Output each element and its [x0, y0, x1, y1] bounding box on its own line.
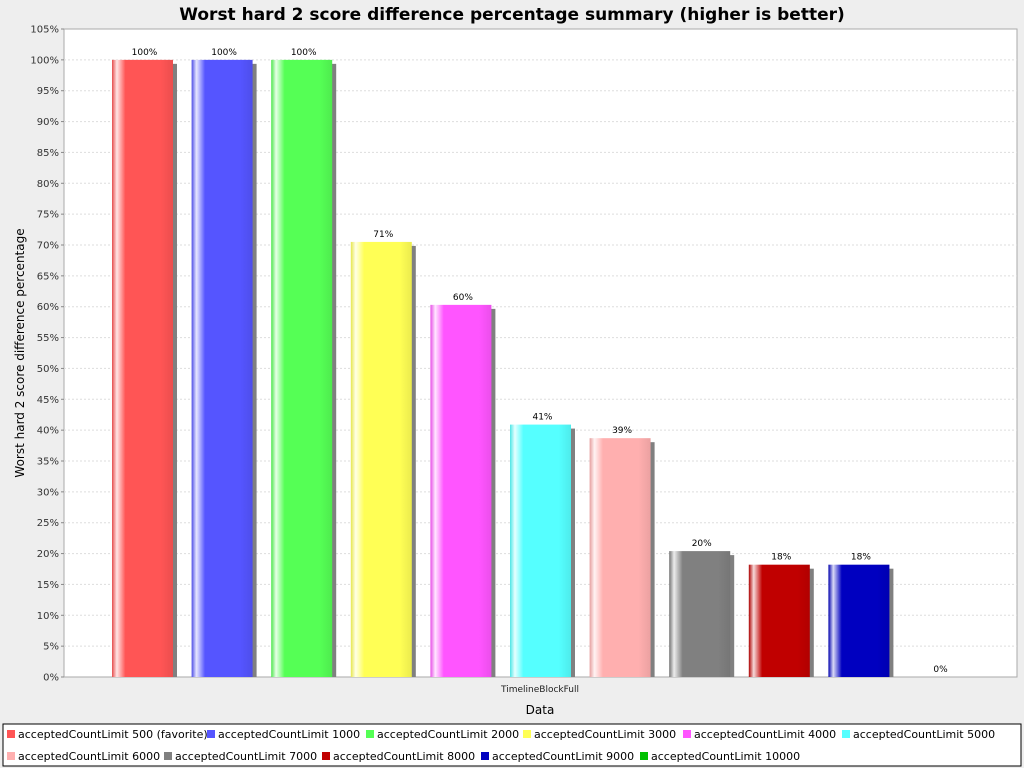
bar-value-label: 100% [291, 48, 317, 58]
y-tick-label: 10% [37, 611, 59, 622]
bar [430, 304, 492, 677]
legend-label: acceptedCountLimit 7000 [175, 750, 317, 763]
legend-swatch [207, 730, 215, 738]
y-tick-label: 35% [37, 457, 59, 468]
y-tick-label: 55% [37, 333, 59, 344]
y-tick-label: 40% [37, 426, 59, 437]
legend-swatch [7, 752, 15, 760]
y-tick-label: 65% [37, 271, 59, 282]
bar [828, 564, 890, 677]
x-category-label: TimelineBlockFull [500, 685, 579, 695]
bars [112, 59, 894, 678]
y-tick-label: 25% [37, 518, 59, 529]
legend-swatch [842, 730, 850, 738]
legend: acceptedCountLimit 500 (favorite) accepte… [2, 723, 1022, 767]
legend-label: acceptedCountLimit 5000 [853, 728, 995, 741]
bar [191, 59, 253, 678]
legend-label: acceptedCountLimit 10000 [651, 750, 800, 763]
bar-value-label: 100% [132, 48, 158, 58]
y-axis-label: Worst hard 2 score difference percentage [13, 228, 27, 477]
bar-value-label: 39% [612, 426, 632, 436]
y-tick-label: 15% [37, 580, 59, 591]
legend-label: acceptedCountLimit 9000 [492, 750, 634, 763]
x-axis-label: Data [526, 703, 555, 717]
y-tick-label: 50% [37, 364, 59, 375]
y-tick-label: 90% [37, 117, 59, 128]
legend-label: acceptedCountLimit 1000 [218, 728, 360, 741]
y-tick-label: 105% [30, 25, 59, 36]
y-tick-label: 30% [37, 487, 59, 498]
y-tick-label: 75% [37, 210, 59, 221]
y-tick-label: 0% [43, 673, 59, 684]
y-tick-label: 45% [37, 395, 59, 406]
legend-label: acceptedCountLimit 500 (favorite) [18, 728, 208, 741]
bar [669, 551, 731, 677]
chart-title: Worst hard 2 score difference percentage… [179, 5, 845, 25]
bar [271, 59, 333, 678]
legend-swatch [164, 752, 172, 760]
legend-swatch [481, 752, 489, 760]
y-tick-label: 70% [37, 241, 59, 252]
legend-label: acceptedCountLimit 3000 [534, 728, 676, 741]
y-tick-label: 5% [43, 642, 59, 653]
legend-swatch [523, 730, 531, 738]
legend-swatch [322, 752, 330, 760]
legend-swatch [7, 730, 15, 738]
y-axis-ticks: 0% 5% 10% 15% 20% 25% 30% 35% 40% 45% 50% 55% 60% 65%… [30, 25, 64, 684]
legend-swatch [366, 730, 374, 738]
y-tick-label: 80% [37, 179, 59, 190]
y-tick-label: 85% [37, 148, 59, 159]
y-tick-label: 95% [37, 86, 59, 97]
bar-value-label: 18% [771, 553, 791, 563]
bar-value-label: 41% [532, 413, 552, 423]
legend-label: acceptedCountLimit 6000 [18, 750, 160, 763]
bar-value-label: 18% [851, 553, 871, 563]
bar [589, 438, 651, 677]
bar-value-label: 100% [211, 48, 237, 58]
legend-label: acceptedCountLimit 2000 [377, 728, 519, 741]
y-tick-label: 20% [37, 549, 59, 560]
bar-value-label: 60% [453, 293, 473, 303]
bar-value-label: 71% [373, 230, 393, 240]
bar-value-label: 20% [692, 539, 712, 549]
legend-label: acceptedCountLimit 4000 [694, 728, 836, 741]
bar [112, 59, 173, 678]
y-tick-label: 60% [37, 302, 59, 313]
y-tick-label: 100% [30, 55, 59, 66]
bar [510, 424, 571, 677]
legend-box [2, 723, 1022, 767]
legend-label: acceptedCountLimit 8000 [333, 750, 475, 763]
bar-value-label: 0% [933, 665, 948, 675]
legend-swatch [640, 752, 648, 760]
bar [350, 241, 412, 677]
bar [748, 564, 810, 677]
value-labels: 100% 100% 100% 71% 60% 41% 39% 20% 18% 18% 0% [132, 48, 948, 675]
legend-swatch [683, 730, 691, 738]
